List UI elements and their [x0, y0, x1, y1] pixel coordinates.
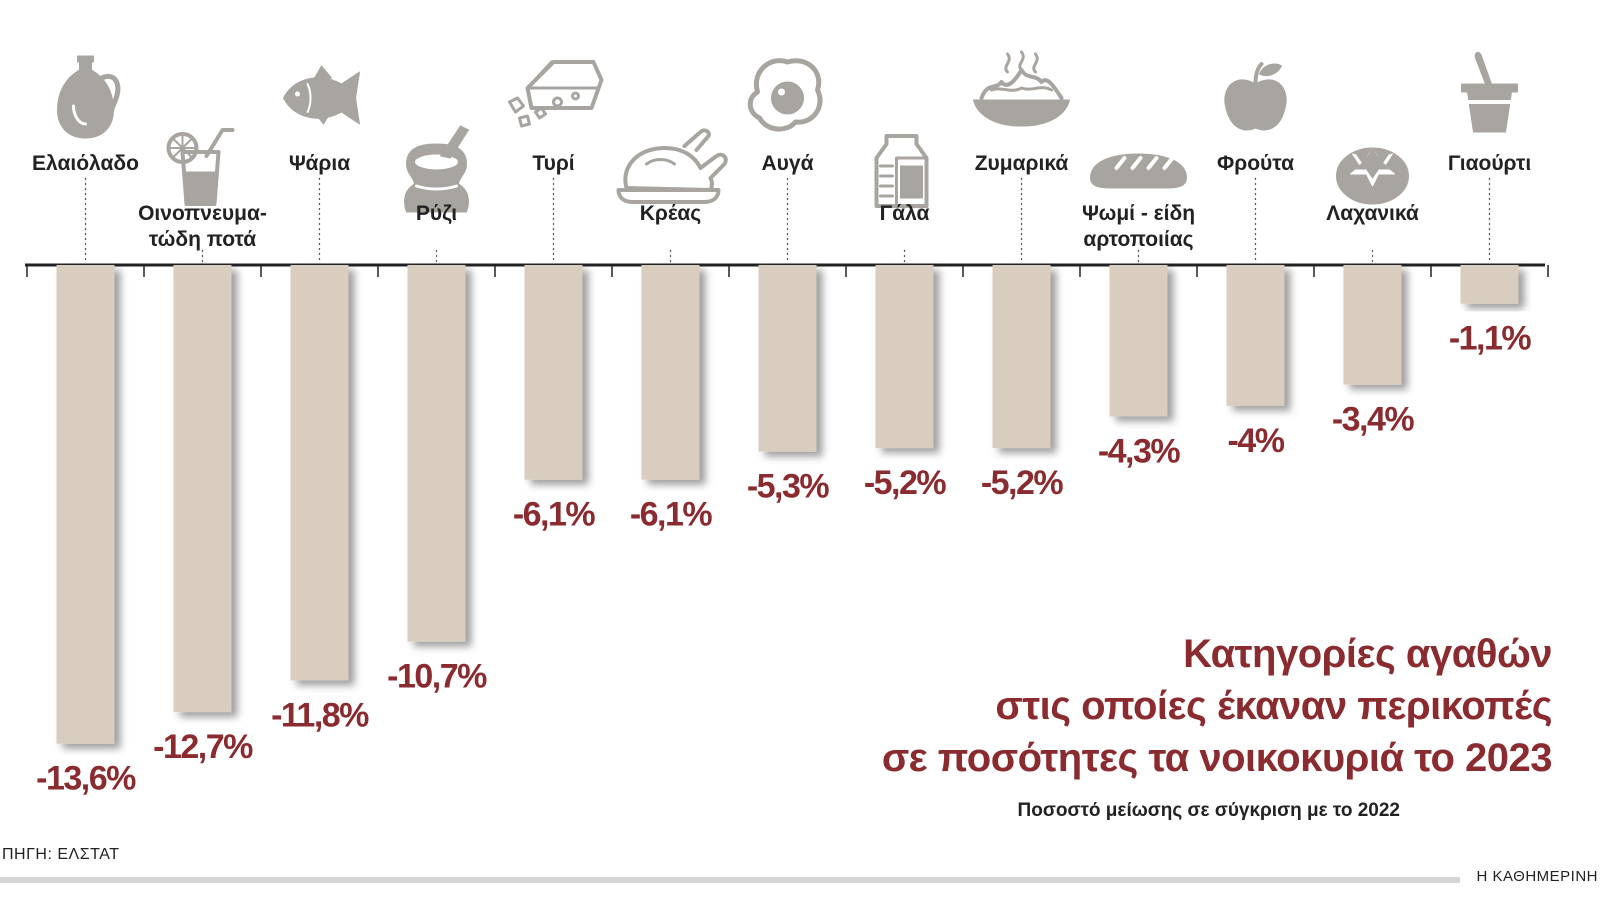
category-label: Κρέας: [640, 202, 702, 225]
bar: [407, 265, 466, 642]
value-label: -13,6%: [36, 760, 136, 798]
cocktail-icon: [166, 128, 235, 206]
rice-sack-icon: [403, 124, 470, 214]
category-label: Λαχανικά: [1326, 202, 1419, 225]
value-label: -4%: [1228, 422, 1285, 460]
category-label: τώδη ποτά: [149, 228, 256, 251]
pasta-bowl-icon: [971, 50, 1072, 128]
bar: [1460, 265, 1519, 304]
chart-title: Κατηγορίες αγαθών στις οποίες έκαναν περ…: [881, 628, 1553, 784]
bar: [290, 265, 349, 681]
category-label: Γάλα: [880, 202, 930, 225]
egg-icon: [750, 61, 820, 129]
bar: [173, 265, 232, 713]
value-label: -11,8%: [271, 696, 369, 734]
value-label: -5,3%: [747, 468, 830, 506]
bar: [875, 265, 934, 449]
chart-subtitle: Ποσοστό μείωσης σε σύγκριση με το 2022: [1017, 800, 1400, 821]
value-label: -1,1%: [1449, 320, 1532, 358]
roast-chicken-icon: [616, 128, 728, 204]
yogurt-icon: [1459, 50, 1520, 134]
olive-oil-icon: [58, 56, 118, 138]
footer-divider: [0, 877, 1460, 883]
tomato-icon: [1336, 147, 1409, 205]
bar: [1109, 265, 1168, 417]
bar: [1226, 265, 1285, 406]
category-label: Ρύζι: [416, 202, 457, 225]
title-line-3: σε ποσότητες τα νοικοκυριά το 2023: [881, 736, 1553, 780]
category-label: Ψάρια: [289, 152, 350, 175]
publisher-brand: Η ΚΑΘΗΜΕΡΙΝΗ: [1470, 868, 1598, 885]
value-label: -6,1%: [513, 496, 596, 534]
cheese-icon: [507, 60, 604, 128]
category-label: Φρούτα: [1217, 152, 1294, 175]
category-label: Γιαούρτι: [1448, 152, 1532, 175]
fish-icon: [282, 65, 361, 125]
category-label: Ελαιόλαδο: [32, 152, 139, 175]
value-label: -3,4%: [1332, 401, 1415, 439]
bar: [524, 265, 583, 480]
category-label: Οινοπνευμα-: [138, 202, 267, 225]
bread-icon: [1088, 152, 1189, 190]
bar: [1343, 265, 1402, 385]
bar: [758, 265, 817, 452]
value-label: -5,2%: [864, 464, 947, 502]
category-label: Τυρί: [532, 152, 574, 175]
value-label: -6,1%: [630, 496, 713, 534]
value-label: -12,7%: [153, 728, 253, 766]
title-line-1: Κατηγορίες αγαθών: [1183, 632, 1552, 676]
bar: [641, 265, 700, 480]
category-label: Ψωμί - είδη: [1082, 202, 1195, 225]
source-note: ΠΗΓΗ: ΕΛΣΤΑΤ: [2, 846, 120, 863]
category-label: αρτοποιίας: [1083, 228, 1193, 251]
value-label: -4,3%: [1098, 432, 1181, 470]
apple-icon: [1222, 62, 1289, 132]
milk-carton-icon: [874, 134, 929, 208]
bar: [992, 265, 1051, 449]
value-label: -5,2%: [981, 464, 1064, 502]
category-label: Ζυμαρικά: [975, 152, 1069, 175]
bar: [56, 265, 115, 744]
category-label: Αυγά: [762, 152, 814, 175]
value-label: -10,7%: [387, 658, 487, 696]
title-line-2: στις οποίες έκαναν περικοπές: [995, 684, 1552, 728]
